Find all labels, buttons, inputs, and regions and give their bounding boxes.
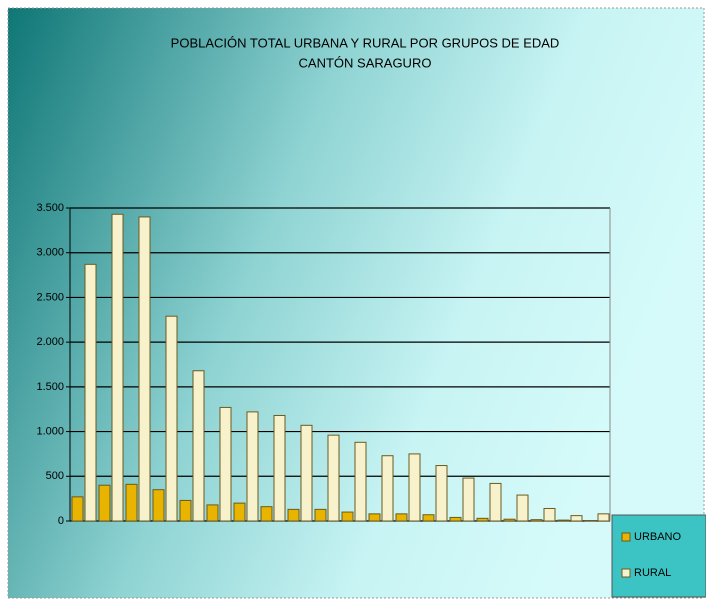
- y-tick-label: 3.000: [36, 247, 64, 259]
- bar: [85, 264, 96, 521]
- bar: [126, 484, 137, 521]
- bar: [504, 519, 515, 521]
- y-tick-label: 1.000: [36, 425, 64, 437]
- bar: [369, 514, 380, 521]
- y-tick-label: 3.500: [36, 202, 64, 214]
- y-tick-label: 2.000: [36, 336, 64, 348]
- bar: [234, 503, 245, 521]
- bar: [342, 512, 353, 521]
- bar: [463, 478, 474, 521]
- bar: [139, 217, 150, 521]
- legend-box: [612, 515, 706, 597]
- bar: [112, 214, 123, 521]
- bar: [571, 516, 582, 521]
- bar: [153, 490, 164, 521]
- bar: [355, 442, 366, 521]
- bar: [436, 466, 447, 521]
- bar: [72, 497, 83, 521]
- legend-swatch: [622, 569, 630, 577]
- bar: [544, 508, 555, 521]
- y-tick-label: 0: [58, 515, 64, 527]
- bar: [99, 485, 110, 521]
- chart-title: POBLACIÓN TOTAL URBANA Y RURAL POR GRUPO…: [171, 35, 560, 50]
- bar: [274, 415, 285, 521]
- bar: [180, 500, 191, 521]
- bar: [409, 454, 420, 521]
- legend-swatch: [622, 533, 630, 541]
- y-tick-label: 2.500: [36, 291, 64, 303]
- bar: [247, 412, 258, 521]
- y-tick-label: 500: [46, 470, 64, 482]
- bar: [477, 518, 488, 521]
- bar: [166, 316, 177, 521]
- bar: [450, 517, 461, 521]
- bar: [301, 425, 312, 521]
- y-tick-label: 1.500: [36, 381, 64, 393]
- bar: [207, 505, 218, 521]
- bar: [517, 495, 528, 521]
- bar: [531, 520, 542, 521]
- bar: [598, 514, 609, 521]
- chart-subtitle: CANTÓN SARAGURO: [299, 55, 432, 70]
- bar: [382, 456, 393, 521]
- bar: [288, 509, 299, 521]
- bar: [423, 515, 434, 521]
- bar: [328, 435, 339, 521]
- bar: [490, 483, 501, 521]
- bar: [261, 507, 272, 521]
- bar: [315, 509, 326, 521]
- legend-label: RURAL: [634, 567, 671, 579]
- bar: [193, 371, 204, 521]
- bar: [220, 407, 231, 521]
- legend-label: URBANO: [634, 531, 682, 543]
- bar: [558, 520, 569, 521]
- bar: [396, 514, 407, 521]
